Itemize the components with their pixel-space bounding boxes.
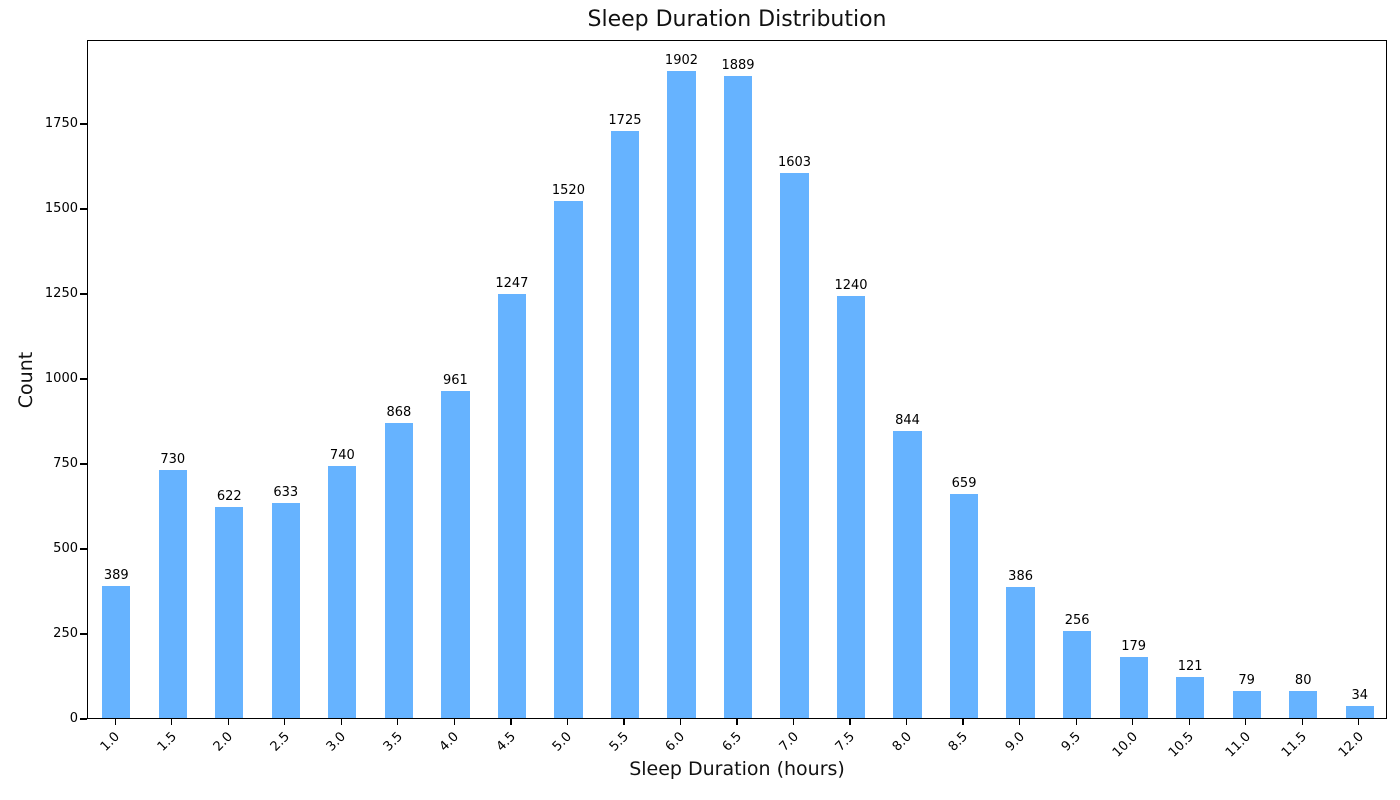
bar xyxy=(1119,657,1148,718)
y-tick-label: 1750 xyxy=(44,115,78,131)
x-tick-mark xyxy=(340,719,342,725)
x-tick-mark xyxy=(1132,719,1134,725)
bar-value-label: 1240 xyxy=(834,278,868,294)
bar-value-label: 1247 xyxy=(495,276,529,292)
bar xyxy=(328,466,357,718)
bar-value-label: 961 xyxy=(442,373,468,389)
x-tick-mark xyxy=(1301,719,1303,725)
bar xyxy=(949,493,979,718)
x-tick-mark xyxy=(114,719,116,725)
bar-value-label: 1902 xyxy=(664,53,699,69)
x-tick-mark xyxy=(623,719,625,725)
bar-value-label: 844 xyxy=(895,413,920,429)
bar xyxy=(554,201,583,718)
y-tick-mark xyxy=(80,718,87,720)
bar-value-label: 1520 xyxy=(551,183,585,199)
y-tick-label: 500 xyxy=(53,540,78,556)
bar xyxy=(1289,690,1318,718)
bar xyxy=(610,131,640,718)
x-tick-mark xyxy=(1075,719,1077,725)
bar-value-label: 80 xyxy=(1294,672,1312,688)
plot-area: 389 730 622 633 740 868 961 1247 1520 1725 1902 188… xyxy=(87,40,1387,719)
x-tick-mark xyxy=(171,719,173,725)
x-tick-mark xyxy=(1245,719,1247,725)
y-tick-label: 750 xyxy=(53,455,78,471)
x-tick-mark xyxy=(397,719,399,725)
bar xyxy=(667,71,696,718)
bar xyxy=(836,296,866,718)
y-tick-label: 1000 xyxy=(44,370,78,386)
bar xyxy=(271,502,300,718)
bar-value-label: 1725 xyxy=(608,113,642,129)
bar xyxy=(780,172,809,718)
bar xyxy=(1063,630,1092,718)
x-tick-mark xyxy=(227,719,229,725)
x-tick-mark xyxy=(849,719,851,725)
bar-value-label: 256 xyxy=(1064,612,1090,628)
bar xyxy=(441,391,470,718)
bar-value-label: 386 xyxy=(1008,568,1033,584)
bar-value-label: 179 xyxy=(1121,639,1147,655)
y-tick-mark xyxy=(80,463,87,465)
bar-value-label: 868 xyxy=(386,404,412,420)
bar-value-label: 622 xyxy=(216,488,242,504)
x-tick-mark xyxy=(1019,719,1021,725)
y-tick-mark xyxy=(80,208,87,210)
y-tick-mark xyxy=(80,633,87,635)
x-tick-mark xyxy=(736,719,738,725)
chart-title: Sleep Duration Distribution xyxy=(587,7,887,32)
x-tick-mark xyxy=(566,719,569,725)
bar xyxy=(893,431,922,718)
y-tick-label: 1500 xyxy=(44,200,78,216)
y-tick-label: 1250 xyxy=(44,285,78,301)
x-tick-mark xyxy=(453,719,455,725)
x-axis-label: Sleep Duration (hours) xyxy=(629,758,845,780)
x-tick-mark xyxy=(284,719,286,725)
y-tick-mark xyxy=(80,378,87,380)
bar xyxy=(102,585,131,718)
bar-value-label: 1603 xyxy=(777,154,812,170)
x-tick-mark xyxy=(679,719,682,725)
y-tick-label: 0 xyxy=(69,711,78,726)
bar xyxy=(1232,691,1261,718)
y-tick-label: 250 xyxy=(53,625,78,641)
bar-value-label: 633 xyxy=(273,484,299,500)
bar-value-label: 389 xyxy=(103,567,129,583)
x-tick-mark xyxy=(962,719,964,725)
x-tick-mark xyxy=(510,719,512,725)
x-tick-mark xyxy=(792,719,795,725)
x-tick-mark xyxy=(1358,719,1360,725)
bar-value-label: 34 xyxy=(1351,688,1368,704)
bar xyxy=(1176,676,1205,718)
x-tick-mark xyxy=(905,719,908,725)
bar xyxy=(497,294,527,718)
bar xyxy=(215,506,244,718)
bar-value-label: 740 xyxy=(329,448,355,464)
x-tick-mark xyxy=(1188,719,1190,725)
bar xyxy=(158,469,187,718)
y-tick-mark xyxy=(80,548,87,550)
bar xyxy=(1345,706,1374,718)
bar-value-label: 659 xyxy=(951,475,977,491)
bar xyxy=(723,75,753,718)
bar-value-label: 730 xyxy=(160,451,186,467)
bar-value-label: 79 xyxy=(1238,673,1255,689)
y-tick-mark xyxy=(80,293,87,295)
bar-value-label: 1889 xyxy=(721,57,755,73)
bar-value-label: 121 xyxy=(1177,658,1203,674)
y-tick-mark xyxy=(80,123,87,125)
bar xyxy=(384,422,413,718)
bar xyxy=(1006,586,1035,718)
